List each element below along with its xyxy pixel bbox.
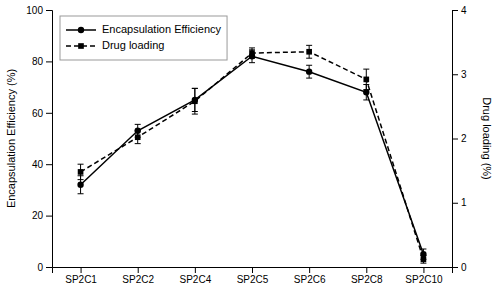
point [77, 182, 83, 188]
plot: SP2C1SP2C2SP2C4SP2C5SP2C6SP2C8SP2C100204… [5, 5, 493, 285]
point [135, 134, 141, 140]
x-tick-label: SP2C1 [65, 274, 97, 285]
y2-tick-label: 4 [461, 5, 467, 16]
y-tick: 60 [32, 108, 52, 119]
y-tick: 40 [32, 159, 52, 170]
x-tick: SP2C8 [351, 267, 383, 285]
point [306, 49, 312, 55]
y-tick-label: 0 [37, 262, 43, 273]
x-tick-label: SP2C10 [405, 274, 443, 285]
point [78, 169, 84, 175]
y2-tick-label: 2 [461, 133, 467, 144]
x-tick-label: SP2C5 [237, 274, 269, 285]
y-axis-title: Encapsulation Efficiency (%) [5, 69, 17, 208]
point [421, 256, 427, 262]
x-tick: SP2C10 [405, 267, 443, 285]
y-tick: 20 [32, 210, 52, 221]
error-bar [363, 69, 369, 90]
y-tick-label: 20 [32, 210, 44, 221]
y-tick-label: 40 [32, 159, 44, 170]
x-tick: SP2C6 [294, 267, 326, 285]
axis-line [53, 268, 453, 274]
error-bar [135, 131, 141, 144]
x-tick: SP2C2 [122, 267, 154, 285]
y-tick: 0 [37, 262, 52, 273]
x-tick-mark [366, 267, 367, 273]
y2-tick: 2 [452, 133, 467, 144]
y-tick-mark [46, 164, 52, 165]
point [363, 77, 369, 83]
y2-tick: 3 [452, 69, 467, 80]
x-axis: SP2C1 SP2C2 SP2C4 SP2C5 SP2C6 SP2C8 SP2C10 [53, 267, 453, 285]
legend-label: Encapsulation Efficiency [102, 23, 222, 35]
marks [77, 45, 426, 263]
x-tick: SP2C1 [65, 267, 97, 285]
y-tick-mark [46, 10, 52, 11]
x-tick: SP2C4 [180, 267, 212, 285]
y2-tick: 4 [452, 5, 467, 16]
y-tick: 80 [32, 56, 52, 67]
x-tick-mark [423, 267, 424, 273]
y2-axis-title: Drug loading (%) [481, 97, 493, 180]
error-bar [306, 45, 312, 58]
legend-label: Drug loading [102, 39, 164, 51]
x-tick-label: SP2C6 [294, 274, 326, 285]
y-tick-mark [46, 267, 52, 268]
y2-tick: 1 [452, 197, 467, 208]
series [78, 45, 427, 263]
chart: SP2C1SP2C2SP2C4SP2C5SP2C6SP2C8SP2C100204… [0, 0, 500, 291]
x-tick-mark [252, 267, 253, 273]
line [81, 56, 424, 254]
point [306, 68, 312, 74]
error-bar [192, 88, 198, 114]
point [249, 50, 255, 56]
y-tick-mark [46, 113, 52, 114]
error-bar [306, 65, 312, 78]
error-bar [420, 255, 426, 263]
y2-tick-mark [452, 10, 458, 11]
y2-tick-mark [452, 203, 458, 204]
legend-marker [78, 43, 84, 49]
series [77, 50, 426, 259]
y2-tick: 0 [452, 262, 467, 273]
x-tick-label: SP2C8 [351, 274, 383, 285]
x-tick-label: SP2C4 [180, 274, 212, 285]
legend-item: Encapsulation Efficiency [66, 23, 222, 35]
legend: Encapsulation Efficiency Drug loading [60, 16, 227, 60]
x-tick-label: SP2C2 [122, 274, 154, 285]
y2-tick-label: 3 [461, 69, 467, 80]
y2-tick-mark [452, 74, 458, 75]
y2-axis: 0 1 2 3 4 [452, 5, 467, 273]
y-axis: 0 20 40 60 80 100 [26, 5, 52, 273]
axis-line [453, 11, 459, 268]
x-tick-mark [81, 267, 82, 273]
y2-tick-label: 0 [461, 262, 467, 273]
x-tick: SP2C5 [237, 267, 269, 285]
x-tick-mark [138, 267, 139, 273]
point [192, 98, 198, 104]
error-bar [249, 48, 255, 58]
y2-tick-mark [452, 267, 458, 268]
legend-item: Drug loading [66, 39, 164, 51]
x-tick-mark [195, 267, 196, 273]
y2-tick-label: 1 [461, 197, 467, 208]
y-tick-mark [46, 61, 52, 62]
axis-line [46, 11, 53, 268]
y-tick: 100 [26, 5, 52, 16]
legend-box [60, 16, 227, 60]
y-tick-label: 100 [26, 5, 43, 16]
y-tick-mark [46, 216, 52, 217]
y2-tick-mark [452, 139, 458, 140]
line [81, 52, 424, 260]
legend-marker [78, 27, 84, 33]
x-tick-mark [309, 267, 310, 273]
y-tick-label: 80 [32, 56, 44, 67]
y-tick-label: 60 [32, 108, 44, 119]
error-bar [78, 164, 84, 179]
